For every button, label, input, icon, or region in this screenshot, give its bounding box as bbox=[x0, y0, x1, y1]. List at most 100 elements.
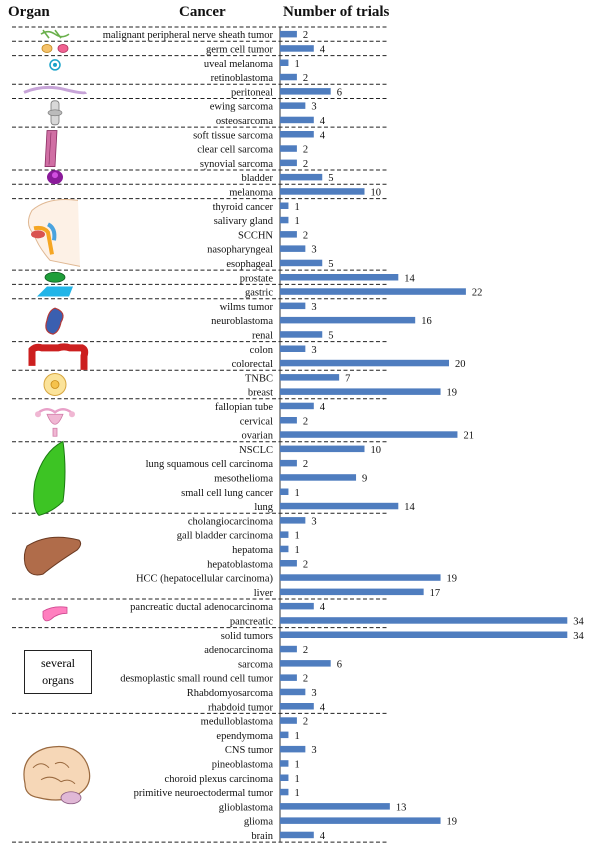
bar bbox=[280, 688, 306, 696]
bar bbox=[280, 402, 314, 410]
several-organs-label-line-2: organs bbox=[42, 673, 74, 687]
bar bbox=[280, 302, 306, 310]
value-label: 5 bbox=[328, 173, 333, 184]
value-label: 10 bbox=[371, 187, 382, 198]
cancer-label: brain bbox=[251, 831, 273, 842]
cancer-label: neuroblastoma bbox=[211, 316, 273, 327]
cancer-label: NSCLC bbox=[239, 445, 273, 456]
stomach-organ-icon bbox=[37, 286, 73, 297]
cancer-label: small cell lung cancer bbox=[181, 488, 273, 499]
cancer-label: uveal melanoma bbox=[204, 59, 273, 70]
value-label: 2 bbox=[303, 674, 308, 685]
prostate-organ-icon bbox=[44, 271, 66, 283]
bar bbox=[280, 574, 441, 581]
bar bbox=[280, 731, 289, 739]
lung-organ-icon bbox=[33, 440, 66, 517]
value-label: 3 bbox=[311, 345, 316, 356]
bar bbox=[280, 588, 424, 596]
several-organs-label-box: several organs bbox=[24, 650, 92, 694]
value-label: 2 bbox=[303, 230, 308, 241]
value-label: 3 bbox=[311, 745, 316, 756]
bar bbox=[280, 259, 323, 267]
value-label: 14 bbox=[404, 273, 415, 284]
bar bbox=[280, 374, 340, 381]
bar bbox=[280, 703, 314, 710]
bar bbox=[280, 545, 289, 553]
bar bbox=[280, 417, 297, 424]
bar bbox=[280, 674, 297, 681]
bone-organ-icon bbox=[47, 100, 63, 126]
cancer-label: lung squamous cell carcinoma bbox=[146, 459, 274, 470]
peritoneum-organ-icon bbox=[23, 85, 88, 95]
value-label: 3 bbox=[311, 302, 316, 313]
bar bbox=[280, 745, 306, 753]
cancer-label: pineoblastoma bbox=[212, 759, 274, 770]
value-label: 34 bbox=[573, 631, 584, 642]
cancer-label: cholangiocarcinoma bbox=[188, 516, 273, 527]
cancer-label: SCCHN bbox=[238, 230, 273, 241]
cancer-label: osteosarcoma bbox=[216, 116, 273, 127]
value-label: 5 bbox=[328, 259, 333, 270]
cancer-label: thyroid cancer bbox=[213, 202, 274, 213]
value-label: 3 bbox=[311, 245, 316, 256]
cancer-column-header: Cancer bbox=[179, 4, 226, 20]
cancer-label: mesothelioma bbox=[214, 473, 273, 484]
cancer-label: CNS tumor bbox=[225, 745, 274, 756]
value-label: 4 bbox=[320, 602, 326, 613]
value-label: 14 bbox=[404, 502, 415, 513]
cancer-label: synovial sarcoma bbox=[200, 159, 274, 170]
value-label: 2 bbox=[303, 717, 308, 728]
value-label: 7 bbox=[345, 373, 350, 384]
value-label: 21 bbox=[463, 431, 474, 442]
value-label: 1 bbox=[294, 531, 299, 542]
liver-organ-icon bbox=[23, 536, 82, 576]
value-label: 3 bbox=[311, 516, 316, 527]
germ-cells-organ-icon bbox=[41, 44, 69, 53]
bar bbox=[280, 474, 357, 481]
value-label: 2 bbox=[303, 559, 308, 570]
value-label: 2 bbox=[303, 30, 308, 41]
bar bbox=[280, 788, 289, 796]
bar bbox=[280, 502, 399, 510]
bar bbox=[280, 316, 416, 324]
value-label: 1 bbox=[294, 488, 299, 499]
value-label: 3 bbox=[311, 688, 316, 699]
bar bbox=[280, 445, 365, 453]
value-label: 2 bbox=[303, 145, 308, 156]
value-label: 4 bbox=[320, 831, 326, 842]
bar bbox=[280, 331, 323, 338]
bar bbox=[280, 388, 441, 395]
colon-organ-icon bbox=[28, 343, 89, 370]
eye-organ-icon bbox=[49, 59, 61, 71]
cancer-label: hepatoblastoma bbox=[207, 559, 273, 570]
value-label: 2 bbox=[303, 416, 308, 427]
bar bbox=[280, 116, 314, 124]
value-label: 2 bbox=[303, 159, 308, 170]
cancer-label: liver bbox=[254, 588, 274, 599]
value-label: 13 bbox=[396, 802, 407, 813]
bar bbox=[280, 231, 297, 238]
soft-tissue-organ-icon bbox=[44, 130, 58, 167]
value-label: 1 bbox=[294, 202, 299, 213]
cancer-label: sarcoma bbox=[238, 659, 273, 670]
bar bbox=[280, 660, 331, 667]
bar bbox=[280, 760, 289, 767]
bar bbox=[280, 145, 297, 152]
cancer-label: bladder bbox=[242, 173, 274, 184]
organ-column-header: Organ bbox=[8, 4, 50, 20]
bar bbox=[280, 645, 297, 653]
value-label: 4 bbox=[320, 44, 326, 55]
value-label: 1 bbox=[294, 59, 299, 70]
bar bbox=[280, 173, 323, 181]
cancer-label: gastric bbox=[245, 288, 273, 299]
cancer-label: adenocarcinoma bbox=[204, 645, 273, 656]
trials-column-header: Number of trials bbox=[283, 4, 390, 20]
bar bbox=[280, 131, 314, 138]
nerve-organ-icon bbox=[40, 29, 70, 39]
bar bbox=[280, 274, 399, 281]
bar bbox=[280, 560, 297, 567]
bar bbox=[280, 345, 306, 352]
bar bbox=[280, 488, 289, 495]
value-label: 6 bbox=[337, 659, 342, 670]
